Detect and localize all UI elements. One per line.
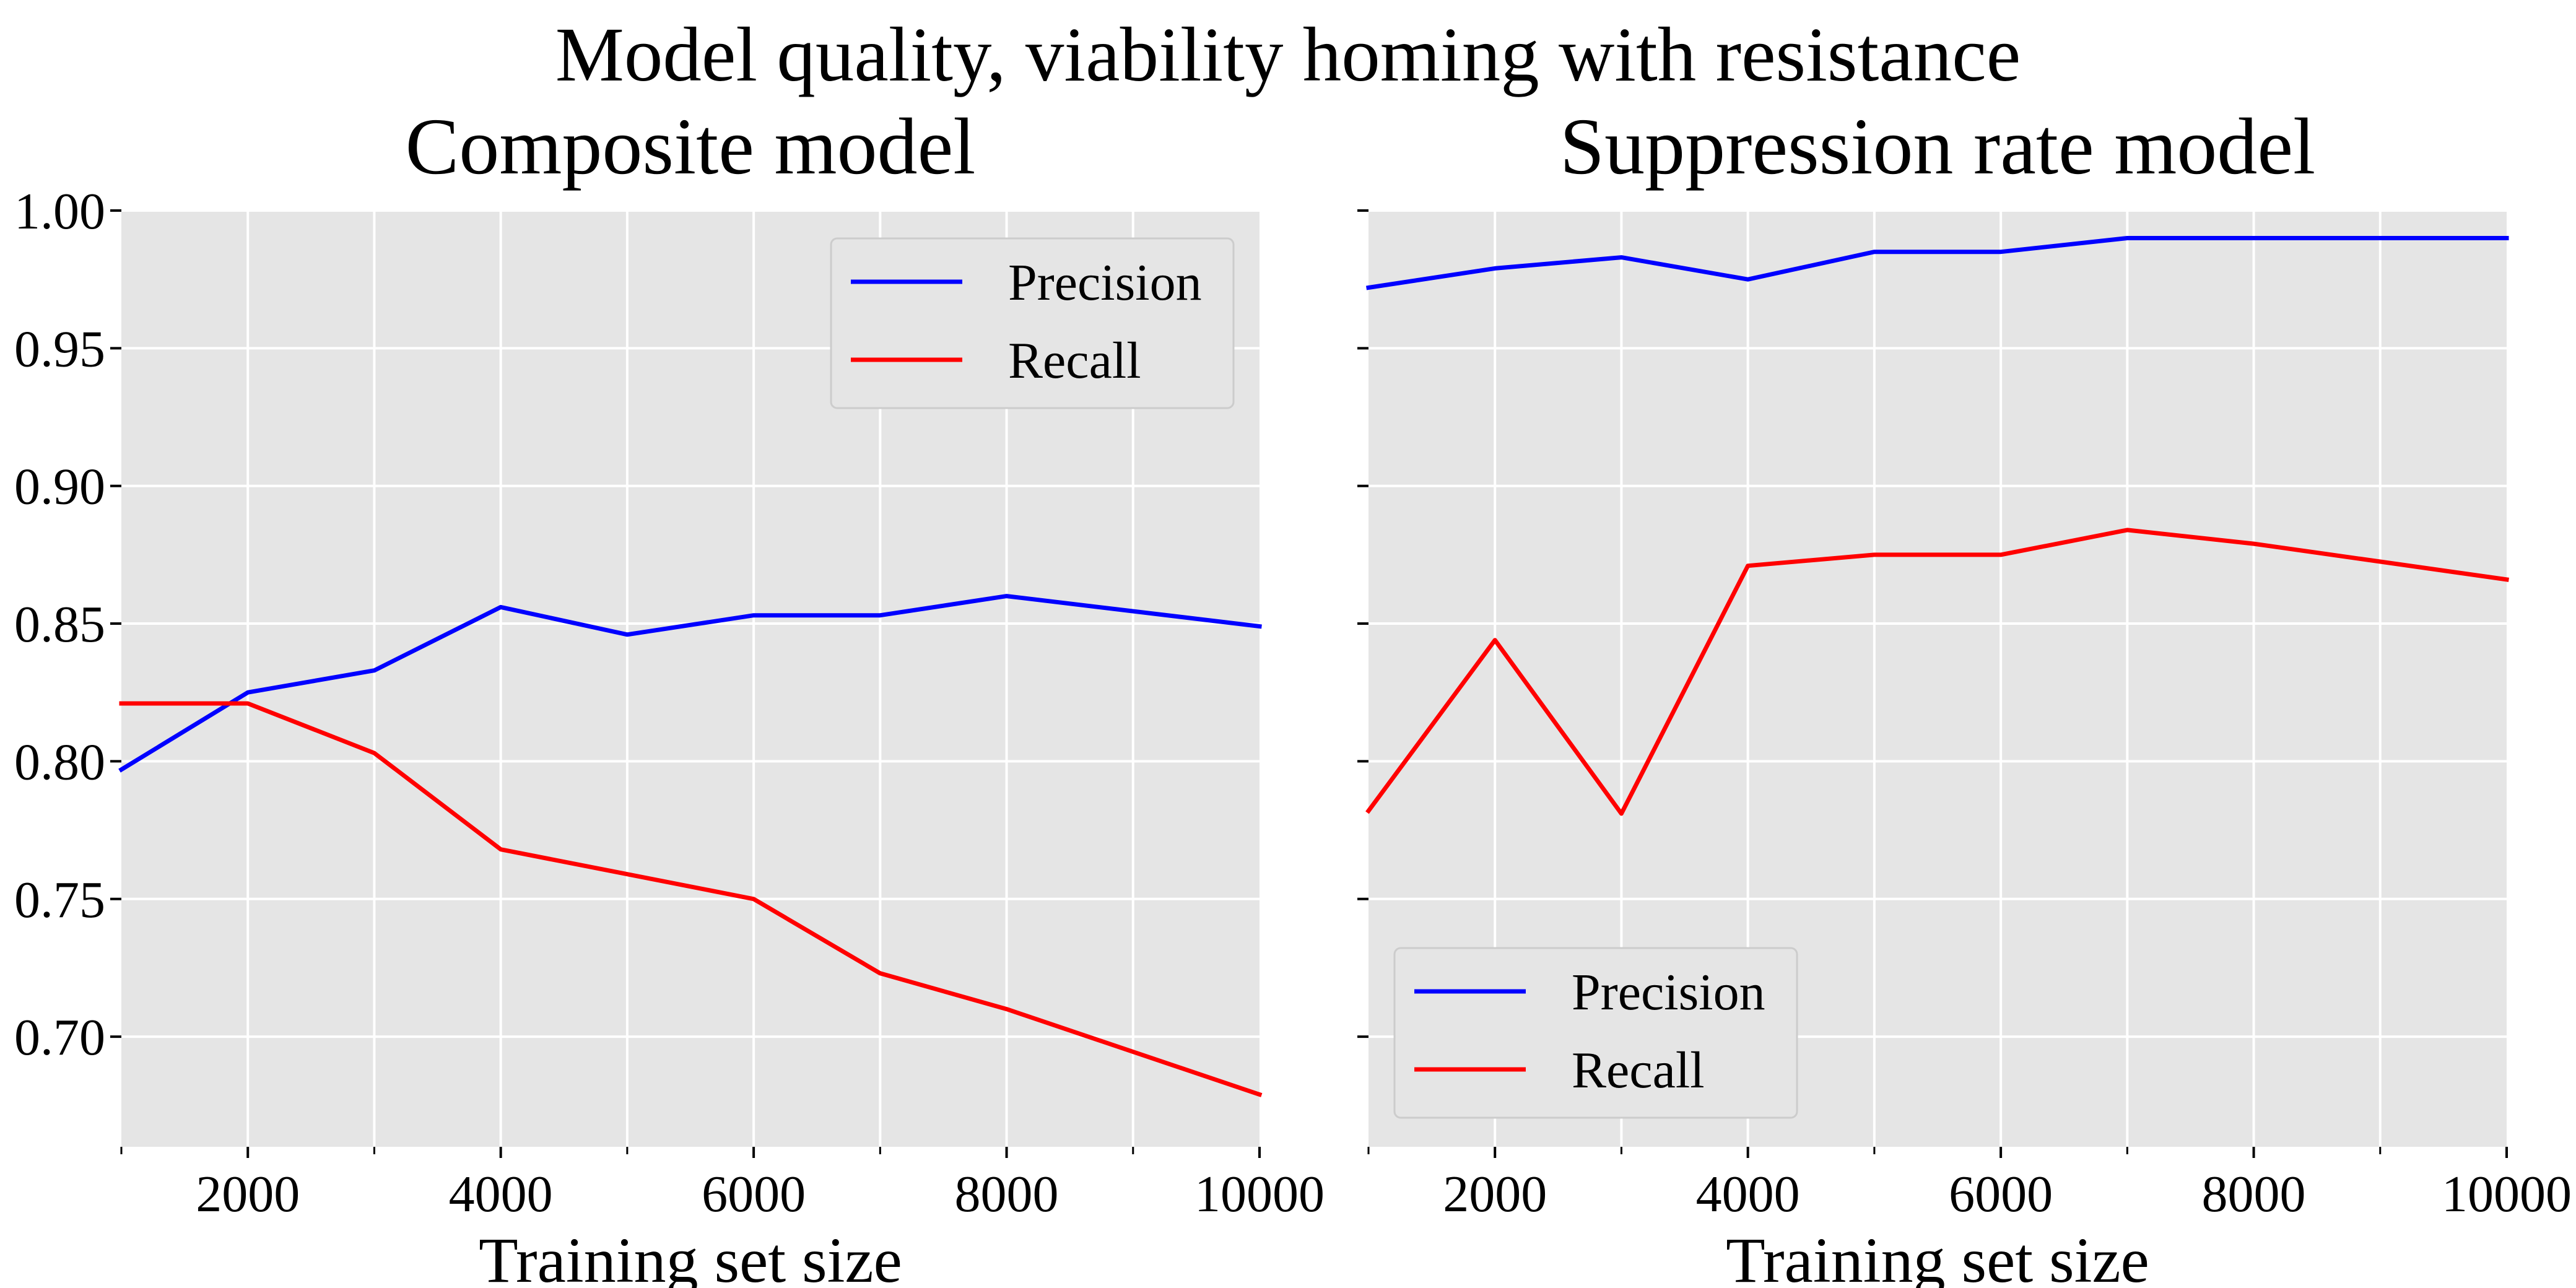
panel1-title: Composite model xyxy=(406,102,976,191)
panel1-ytick-label-0: 0.70 xyxy=(14,1009,105,1066)
panel2: 2000 4000 6000 8000 10000 Suppression rate mo… xyxy=(1357,102,2572,1288)
panel1-ytick-label-1: 0.75 xyxy=(14,871,105,929)
panel2-xtick-label-4: 10000 xyxy=(2442,1165,2572,1223)
panel2-title: Suppression rate model xyxy=(1560,102,2315,191)
panel2-legend: Precision Recall xyxy=(1393,947,1798,1119)
panel1-xtick-label-2: 6000 xyxy=(702,1165,806,1223)
panel1-ytick-label-4: 0.90 xyxy=(14,458,105,516)
panel1-series-recall-line xyxy=(119,701,1263,1097)
panel1-ytick-label-3: 0.85 xyxy=(14,596,105,653)
panel1-xtick-label-0: 2000 xyxy=(196,1165,300,1223)
panel1-ytick-label-5: 0.95 xyxy=(14,320,105,378)
panel2-xtick-label-1: 4000 xyxy=(1696,1165,1800,1223)
panel1-legend-label-precision: Precision xyxy=(1008,254,1202,311)
panel1-ytick-label-6: 1.00 xyxy=(14,183,105,240)
panel2-xtick-label-2: 6000 xyxy=(1949,1165,2053,1223)
panel1-legend-label-recall: Recall xyxy=(1008,332,1141,389)
panel1-xtick-label-4: 10000 xyxy=(1194,1165,1325,1223)
panel2-xtick-label-3: 8000 xyxy=(2202,1165,2306,1223)
figure-suptitle: Model quality, viability homing with res… xyxy=(555,12,2021,98)
panel2-series-recall-line xyxy=(1365,528,2509,816)
panel1-legend: Precision Recall xyxy=(830,237,1235,409)
panel1-xtick-label-3: 8000 xyxy=(955,1165,1059,1223)
panel1-xlabel: Training set size xyxy=(479,1225,902,1288)
panel2-xlabel: Training set size xyxy=(1726,1225,2149,1288)
panel1-xtick-label-1: 4000 xyxy=(449,1165,553,1223)
panel2-series-precision-line xyxy=(1366,236,2509,290)
panel1-ytick-label-2: 0.80 xyxy=(14,733,105,791)
panel2-legend-label-precision: Precision xyxy=(1572,964,1765,1021)
panel2-legend-label-recall: Recall xyxy=(1572,1042,1705,1099)
panel1: 0.70 0.75 0.80 0.85 0.90 0.95 1.00 2000 4000 6000… xyxy=(14,102,1325,1288)
panel2-xtick-label-0: 2000 xyxy=(1443,1165,1547,1223)
panel1-series-precision-line xyxy=(118,594,1262,773)
